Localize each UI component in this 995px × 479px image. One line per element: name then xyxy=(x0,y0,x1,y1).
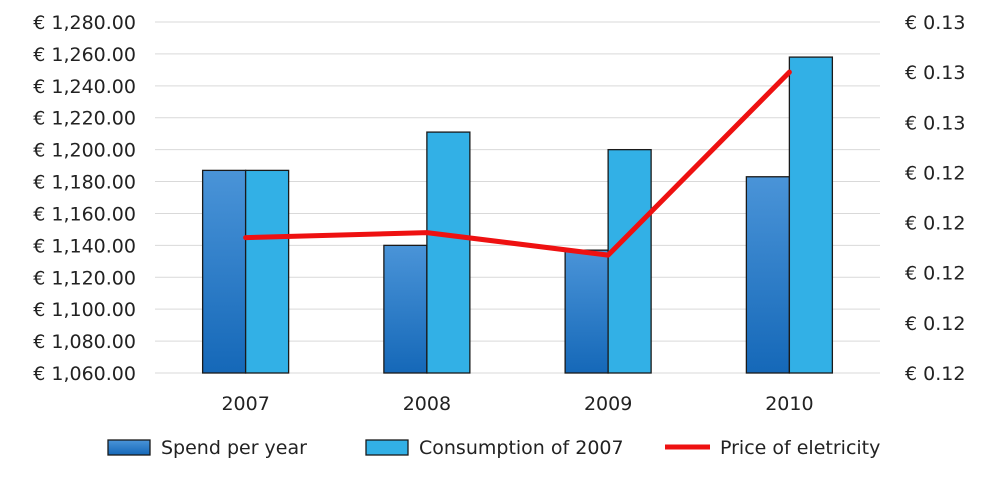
legend-swatch xyxy=(365,439,409,456)
price-line xyxy=(243,69,792,258)
bar-consumption xyxy=(244,169,290,374)
y2-tick-label: € 0.12 xyxy=(905,162,965,184)
y-tick-label: € 1,120.00 xyxy=(33,267,136,289)
x-tick-label: 2007 xyxy=(221,393,269,415)
legend-label: Price of eletricity xyxy=(720,437,880,459)
y-tick-label: € 1,220.00 xyxy=(33,108,136,130)
price-line-path xyxy=(243,69,792,258)
y-tick-label: € 1,200.00 xyxy=(33,140,136,162)
y2-tick-label: € 0.13 xyxy=(905,62,965,84)
bar-consumption xyxy=(607,148,652,374)
y-tick-label: € 1,160.00 xyxy=(33,203,136,225)
legend-label: Spend per year xyxy=(161,437,307,459)
bar-spend xyxy=(564,249,609,374)
y2-tick-label: € 0.13 xyxy=(905,112,965,134)
y-axis-right: € 0.12 € 0.12 € 0.12 € 0.12 € 0.12 € 0.13 € 0.… xyxy=(905,12,965,385)
y-axis-left: € 1,060.00 € 1,080.00 € 1,100.00 € 1,120.00… xyxy=(33,12,136,385)
y2-tick-label: € 0.12 xyxy=(905,263,965,285)
x-tick-label: 2008 xyxy=(403,393,451,415)
bar-spend xyxy=(383,244,428,374)
y-tick-label: € 1,140.00 xyxy=(33,235,136,257)
legend-label: Consumption of 2007 xyxy=(419,437,624,459)
legend-swatch xyxy=(107,439,151,456)
y2-tick-label: € 0.13 xyxy=(905,12,965,34)
bar-consumption xyxy=(426,131,471,374)
y-tick-label: € 1,080.00 xyxy=(33,331,136,353)
y-tick-label: € 1,260.00 xyxy=(33,44,136,66)
bars xyxy=(201,56,834,374)
bar-spend xyxy=(201,169,247,374)
x-tick-label: 2009 xyxy=(584,393,632,415)
legend: Spend per year Consumption of 2007 Price o… xyxy=(107,437,880,459)
x-axis: 2007 2008 2009 2010 xyxy=(221,393,813,415)
y2-tick-label: € 0.12 xyxy=(905,213,965,235)
y-tick-label: € 1,280.00 xyxy=(33,12,136,34)
y-tick-label: € 1,100.00 xyxy=(33,299,136,321)
x-tick-label: 2010 xyxy=(765,393,813,415)
y2-tick-label: € 0.12 xyxy=(905,363,965,385)
y-tick-label: € 1,240.00 xyxy=(33,76,136,98)
bar-consumption xyxy=(788,56,834,374)
y-tick-label: € 1,180.00 xyxy=(33,172,136,194)
y2-tick-label: € 0.12 xyxy=(905,313,965,335)
bar-spend xyxy=(745,176,791,374)
y-tick-label: € 1,060.00 xyxy=(33,363,136,385)
